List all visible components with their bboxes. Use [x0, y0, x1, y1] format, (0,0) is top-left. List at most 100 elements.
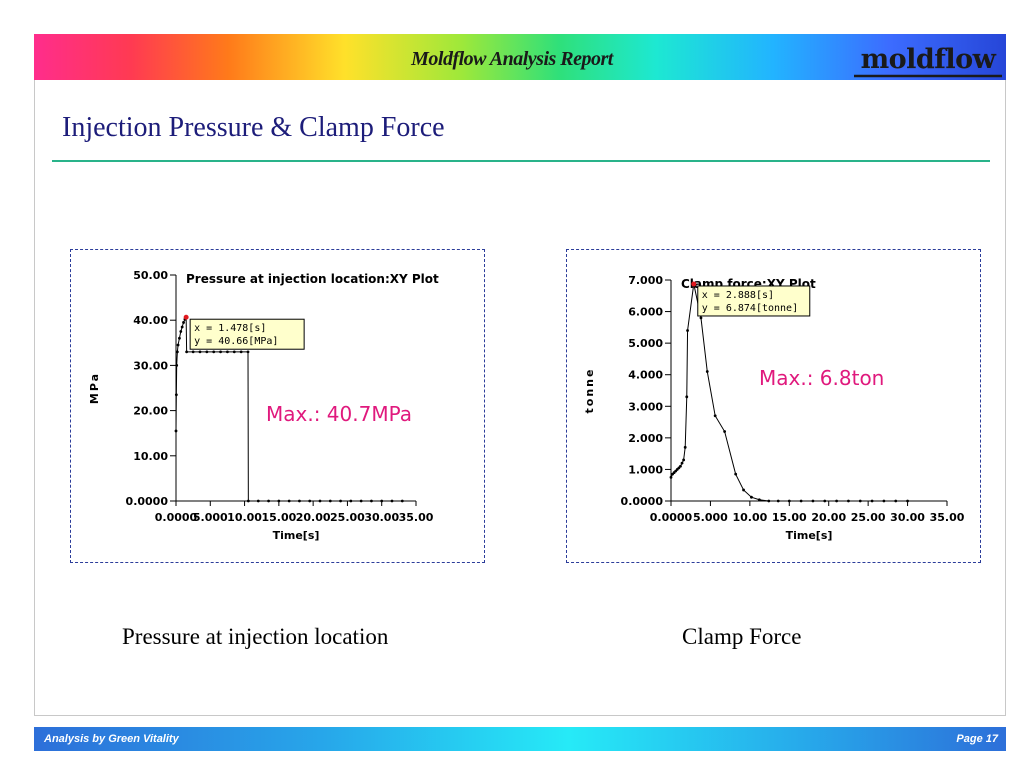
y-tick-label: 1.000	[628, 463, 663, 476]
clamp-chart-panel: Clamp force:XY Plot 0.0000 1.000 2.000 3.000…	[566, 249, 981, 563]
moldflow-logo: moldflow	[854, 44, 1002, 78]
x-axis-label: Time[s]	[273, 529, 320, 542]
chart-title: Pressure at injection location:XY Plot	[186, 272, 439, 286]
data-point	[246, 499, 250, 503]
data-point	[679, 464, 682, 468]
data-point	[287, 499, 291, 503]
x-tick-label: 20.00	[296, 511, 331, 524]
data-point	[185, 350, 189, 354]
y-axis-label: MPa	[88, 372, 101, 404]
x-tick-label: 30.00	[890, 511, 925, 524]
data-point	[390, 499, 394, 503]
x-tick-label: 35.00	[399, 511, 434, 524]
y-tick-label: 4.000	[628, 369, 663, 382]
data-point	[226, 350, 229, 354]
max-point-marker	[183, 314, 189, 320]
data-point	[858, 499, 862, 503]
data-point	[685, 395, 689, 399]
y-tick-label: 2.000	[628, 432, 663, 445]
data-point	[256, 499, 260, 503]
value-tooltip	[697, 285, 811, 317]
tooltip-x-value: x = 1.478[s]	[194, 323, 266, 334]
data-point	[713, 414, 717, 418]
data-point	[742, 488, 745, 492]
y-tick-label: 20.00	[133, 405, 168, 418]
data-point	[847, 499, 850, 503]
x-tick-label: 5.000	[693, 511, 728, 524]
data-point	[823, 499, 827, 503]
y-axis-label: tonne	[583, 368, 596, 414]
data-point	[219, 350, 222, 354]
data-point	[776, 499, 780, 503]
data-point	[686, 329, 689, 332]
slide-title: Injection Pressure & Clamp Force	[62, 112, 445, 143]
data-point	[267, 499, 270, 503]
x-tick-label: 15.00	[772, 511, 807, 524]
data-point	[179, 330, 183, 333]
max-annotation: Max.: 6.8ton	[759, 366, 884, 390]
data-point	[723, 430, 727, 433]
y-tick-label: 50.00	[133, 269, 168, 282]
data-point	[682, 458, 686, 462]
data-point	[191, 350, 195, 354]
y-tick-label: 0.0000	[621, 495, 664, 508]
y-tick-label: 10.00	[133, 450, 168, 463]
clamp-force-xy-plot: Clamp force:XY Plot0.00001.0002.0003.000…	[583, 274, 965, 542]
value-tooltip	[189, 318, 305, 350]
header-gradient-bar	[34, 34, 1006, 80]
y-tick-label: 5.000	[628, 337, 663, 350]
data-point	[705, 370, 709, 373]
data-point	[246, 350, 250, 354]
data-point	[906, 499, 909, 503]
tooltip-y-value: y = 40.66[MPa]	[194, 336, 278, 347]
data-point	[669, 475, 673, 479]
x-tick-label: 35.00	[930, 511, 965, 524]
clamp-chart-caption: Clamp Force	[682, 624, 802, 649]
max-annotation: Max.: 40.7MPa	[266, 402, 412, 426]
pressure-chart-panel: Pressure at injection location:XY Plot 0.…	[70, 249, 485, 563]
x-axis-label: Time[s]	[786, 529, 833, 542]
data-point	[787, 499, 791, 503]
data-point	[239, 350, 243, 354]
data-point	[380, 499, 384, 503]
data-point	[870, 499, 874, 503]
data-point	[298, 499, 301, 503]
report-title: Moldflow Analysis Report	[411, 48, 613, 70]
data-point	[174, 393, 178, 397]
x-tick-label: 25.00	[330, 511, 365, 524]
data-point	[699, 316, 703, 320]
data-point	[750, 495, 753, 499]
data-point	[318, 499, 322, 503]
data-point	[835, 499, 838, 503]
data-point	[359, 499, 363, 503]
data-point	[175, 350, 179, 354]
svg-text:moldflow: moldflow	[861, 44, 997, 75]
data-point	[178, 336, 181, 340]
data-point	[894, 499, 898, 503]
data-point	[370, 499, 373, 503]
data-point	[328, 499, 332, 503]
data-point	[811, 499, 815, 503]
data-point	[232, 350, 236, 354]
y-tick-label: 0.0000	[126, 495, 169, 508]
title-divider	[52, 160, 990, 162]
footer-credit: Analysis by Green Vitality	[44, 733, 179, 745]
data-point	[212, 350, 216, 354]
data-point	[308, 499, 312, 503]
data-point	[198, 350, 202, 354]
data-point	[174, 429, 178, 433]
data-point	[175, 364, 179, 367]
x-tick-label: 15.00	[261, 511, 296, 524]
data-point	[400, 499, 404, 503]
data-point	[180, 325, 184, 329]
data-point	[680, 461, 684, 465]
x-tick-label: 20.00	[811, 511, 846, 524]
y-tick-label: 3.000	[628, 400, 663, 413]
data-point	[767, 499, 771, 503]
y-tick-label: 6.000	[628, 306, 663, 319]
tooltip-y-value: y = 6.874[tonne]	[702, 303, 798, 314]
data-point	[176, 343, 180, 347]
x-tick-label: 0.0000	[650, 511, 693, 524]
pressure-xy-plot: Pressure at injection location:XY Plot 0.…	[88, 269, 439, 542]
page-number: Page 17	[956, 733, 998, 745]
